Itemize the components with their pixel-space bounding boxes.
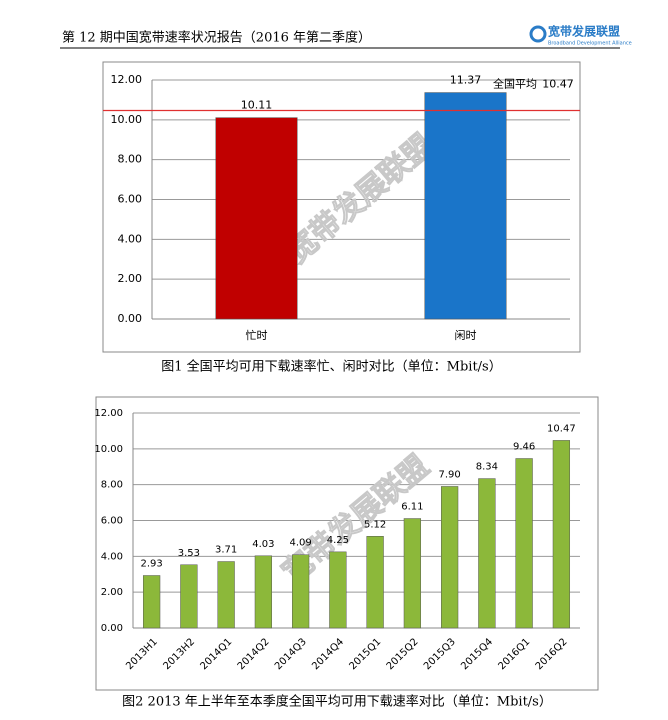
value-label: 11.37 <box>450 74 482 87</box>
bar <box>254 555 273 629</box>
y-tick-label: 12.00 <box>94 408 123 419</box>
caption: 图2 2013 年上半年至本季度全国平均可用下载速率对比（单位：Mbit/s） <box>122 694 552 710</box>
y-tick-label: 0.00 <box>118 312 143 325</box>
value-label: 8.34 <box>476 462 498 473</box>
y-tick-label: 10.00 <box>94 444 123 455</box>
bar <box>478 478 496 629</box>
value-label: 9.46 <box>513 442 535 453</box>
value-label: 10.11 <box>241 99 273 112</box>
y-tick-label: 8.00 <box>101 480 123 491</box>
bar <box>215 117 298 320</box>
chart-frame <box>95 396 599 691</box>
value-label: 3.71 <box>215 545 237 556</box>
bar <box>366 536 384 629</box>
logo-text: 宽带发展联盟 <box>547 24 620 39</box>
y-tick-label: 8.00 <box>118 153 143 166</box>
y-tick-label: 4.00 <box>118 232 143 245</box>
bar <box>217 561 235 629</box>
bar <box>424 92 507 320</box>
value-label: 5.12 <box>364 519 386 530</box>
logo-subtitle: Broadband Development Alliance <box>548 41 632 47</box>
y-tick-label: 2.00 <box>118 272 143 285</box>
x-tick-label: 闲时 <box>455 328 477 342</box>
bar <box>440 486 459 629</box>
value-label: 4.03 <box>252 539 274 550</box>
bar <box>403 518 422 629</box>
bar <box>142 575 161 629</box>
value-label: 10.47 <box>547 423 576 434</box>
y-tick-label: 6.00 <box>118 193 143 206</box>
x-tick-label: 忙时 <box>246 328 268 342</box>
reference-value: 10.47 <box>542 77 574 90</box>
y-tick-label: 10.00 <box>111 113 143 126</box>
y-tick-label: 2.00 <box>101 587 123 598</box>
header-title: 第 12 期中国宽带速率状况报告（2016 年第二季度） <box>62 30 371 46</box>
y-tick-label: 4.00 <box>101 551 123 562</box>
value-label: 4.09 <box>289 538 311 549</box>
value-label: 3.53 <box>178 548 200 559</box>
value-label: 4.25 <box>327 535 349 546</box>
value-label: 7.90 <box>438 469 460 480</box>
y-tick-label: 12.00 <box>111 73 143 86</box>
caption: 图1 全国平均可用下载速率忙、闲时对比（单位：Mbit/s） <box>161 359 501 375</box>
bar <box>552 440 571 629</box>
bar <box>515 458 533 629</box>
value-label: 2.93 <box>140 559 162 570</box>
y-tick-label: 6.00 <box>101 516 123 527</box>
value-label: 6.11 <box>401 502 423 513</box>
bar <box>329 551 347 629</box>
bar <box>291 554 310 629</box>
logo-icon <box>529 25 547 43</box>
reference-label: 全国平均 <box>493 76 537 90</box>
bar <box>180 564 198 629</box>
y-tick-label: 0.00 <box>101 623 123 634</box>
